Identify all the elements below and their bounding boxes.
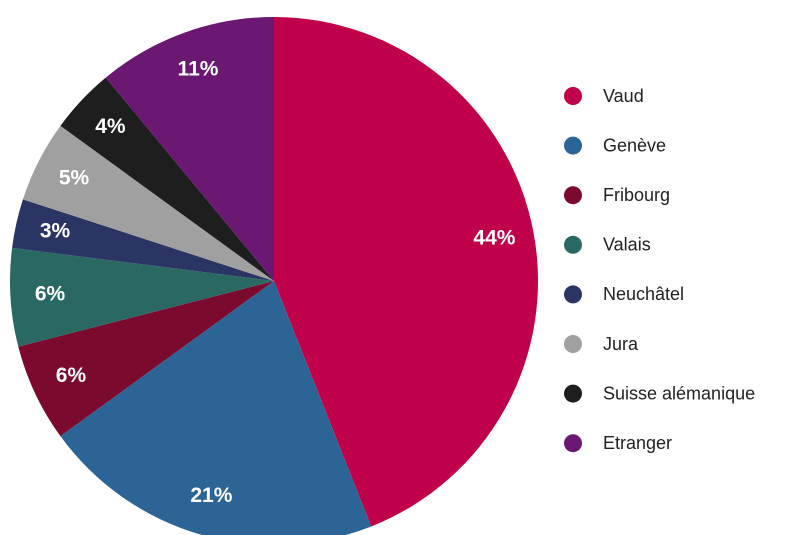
slice-label: 3% <box>40 220 71 243</box>
slice-label: 21% <box>190 484 232 507</box>
legend-label: Genève <box>603 135 666 155</box>
pie-slice <box>274 17 539 527</box>
pie-slice <box>12 199 274 281</box>
slice-label: 11% <box>178 57 219 80</box>
legend-swatch <box>564 434 582 453</box>
slice-label: 44% <box>473 226 515 249</box>
legend-label: Fribourg <box>603 185 670 205</box>
legend-swatch <box>564 235 582 254</box>
legend-swatch <box>564 285 582 304</box>
legend-label: Neuchâtel <box>603 284 684 304</box>
legend-label: Valais <box>603 235 651 255</box>
pie-slice <box>22 125 274 281</box>
legend-swatch <box>564 136 582 155</box>
legend-label: Vaud <box>603 86 644 106</box>
legend-swatch <box>564 87 582 105</box>
slice-label: 5% <box>59 167 90 190</box>
pie-slice <box>60 281 372 535</box>
pie-slice <box>10 247 275 347</box>
legend-swatch <box>564 186 582 205</box>
pie-slice <box>18 281 274 437</box>
legend-swatch <box>564 384 582 403</box>
legend-label: Jura <box>603 334 639 354</box>
pie-slice <box>60 77 275 281</box>
slice-label: 6% <box>56 364 87 387</box>
legend-label: Etranger <box>603 433 672 453</box>
slice-label: 4% <box>95 115 126 138</box>
legend-swatch <box>564 335 582 353</box>
slice-label: 6% <box>35 283 66 306</box>
legend-label: Suisse alémanique <box>603 383 755 403</box>
pie-slice <box>105 17 275 281</box>
